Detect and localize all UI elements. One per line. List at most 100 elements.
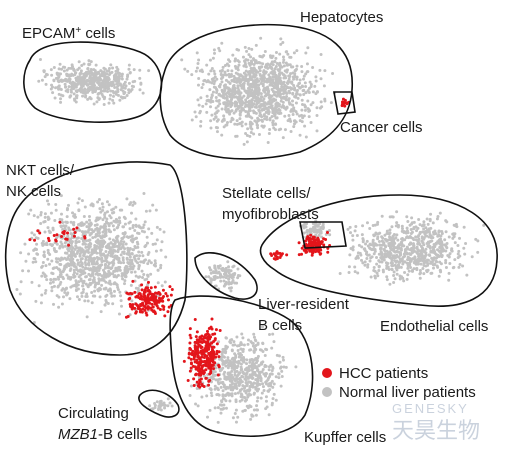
cell-dot [102, 226, 106, 230]
cell-dot [95, 271, 99, 275]
cell-dot [104, 231, 108, 235]
cell-dot [75, 240, 79, 244]
cell-dot [30, 280, 34, 284]
cell-dot [72, 220, 76, 224]
cell-dot [72, 268, 76, 272]
cell-dot [110, 266, 114, 270]
cell-dot [141, 91, 145, 95]
cell-dot [463, 252, 467, 256]
cell-dot [377, 268, 381, 272]
cell-dot [143, 278, 147, 282]
cell-dot [212, 69, 216, 73]
cell-dot [66, 74, 70, 78]
cell-dot [60, 67, 64, 71]
cell-dot [120, 73, 124, 77]
cell-dot [115, 237, 119, 241]
cell-dot [65, 88, 69, 92]
cell-dot [103, 266, 107, 270]
cell-dot [461, 264, 465, 268]
cell-dot [118, 290, 122, 294]
cell-dot [37, 79, 41, 83]
cell-dot [201, 351, 205, 355]
cell-dot [57, 277, 61, 281]
cell-dot [224, 350, 228, 354]
cell-dot [100, 253, 104, 257]
cell-dot [166, 397, 170, 401]
cell-dot [111, 94, 115, 98]
cell-dot [284, 365, 288, 369]
cell-dot [112, 228, 116, 232]
cell-dot [117, 259, 121, 263]
cell-dot [390, 235, 394, 239]
cell-dot [225, 110, 229, 114]
cell-dot [138, 68, 142, 72]
cell-dot [361, 238, 365, 242]
cell-dot [180, 58, 184, 62]
cell-dot [95, 267, 99, 271]
cell-dot [222, 125, 226, 129]
cell-dot [68, 297, 72, 301]
cell-dot [244, 103, 248, 107]
cell-dot [100, 239, 104, 243]
cell-dot [52, 284, 56, 288]
cell-dot [75, 96, 79, 100]
cell-dot [220, 41, 224, 45]
cell-dot [318, 106, 322, 110]
cell-dot [418, 223, 422, 227]
cell-dot [155, 225, 159, 229]
cell-dot [283, 74, 287, 78]
cell-dot [128, 220, 132, 224]
cell-dot [420, 253, 424, 257]
cell-dot [138, 88, 142, 92]
cell-dot [82, 215, 86, 219]
cell-dot [212, 48, 216, 52]
cell-dot [294, 92, 298, 96]
cell-dot [69, 285, 73, 289]
cell-dot [207, 383, 211, 387]
cell-dot [244, 122, 248, 126]
cell-dot [296, 84, 300, 88]
cell-dot [257, 105, 261, 109]
cell-dot [272, 340, 276, 344]
cell-dot [210, 341, 214, 345]
cell-dot [141, 254, 145, 258]
cell-dot [84, 282, 88, 286]
cell-dot [278, 94, 282, 98]
cell-dot [228, 112, 232, 116]
cell-dot [398, 253, 402, 257]
cell-dot [248, 404, 252, 408]
cell-dot [57, 75, 61, 79]
cell-dot [115, 65, 119, 69]
cell-dot [271, 78, 275, 82]
cell-dot [277, 128, 281, 132]
cell-dot [390, 267, 394, 271]
cell-dot [403, 254, 407, 258]
cell-dot [63, 244, 67, 248]
cell-dot [213, 337, 217, 341]
cell-dot [195, 345, 199, 349]
cell-dot [258, 72, 262, 76]
cell-dot [81, 269, 85, 273]
cell-dot [96, 81, 100, 85]
cell-dot [155, 300, 159, 304]
cell-dot [462, 225, 466, 229]
cell-dot [274, 257, 278, 261]
cell-dot [63, 82, 67, 86]
cell-dot [209, 126, 213, 130]
cell-dot [54, 257, 58, 261]
cell-dot [156, 268, 160, 272]
cell-dot [137, 257, 141, 261]
cell-dot [166, 404, 170, 408]
cell-dot [83, 299, 87, 303]
cell-dot [265, 382, 269, 386]
cell-dot [396, 263, 400, 267]
cell-dot [470, 255, 474, 259]
cell-dot [300, 65, 304, 69]
cell-dot [208, 408, 212, 412]
cell-dot [103, 213, 107, 217]
cell-dot [262, 73, 266, 77]
cell-dot [319, 77, 323, 81]
cell-dot [315, 238, 319, 242]
cell-dot [222, 114, 226, 118]
cell-dot [104, 220, 108, 224]
